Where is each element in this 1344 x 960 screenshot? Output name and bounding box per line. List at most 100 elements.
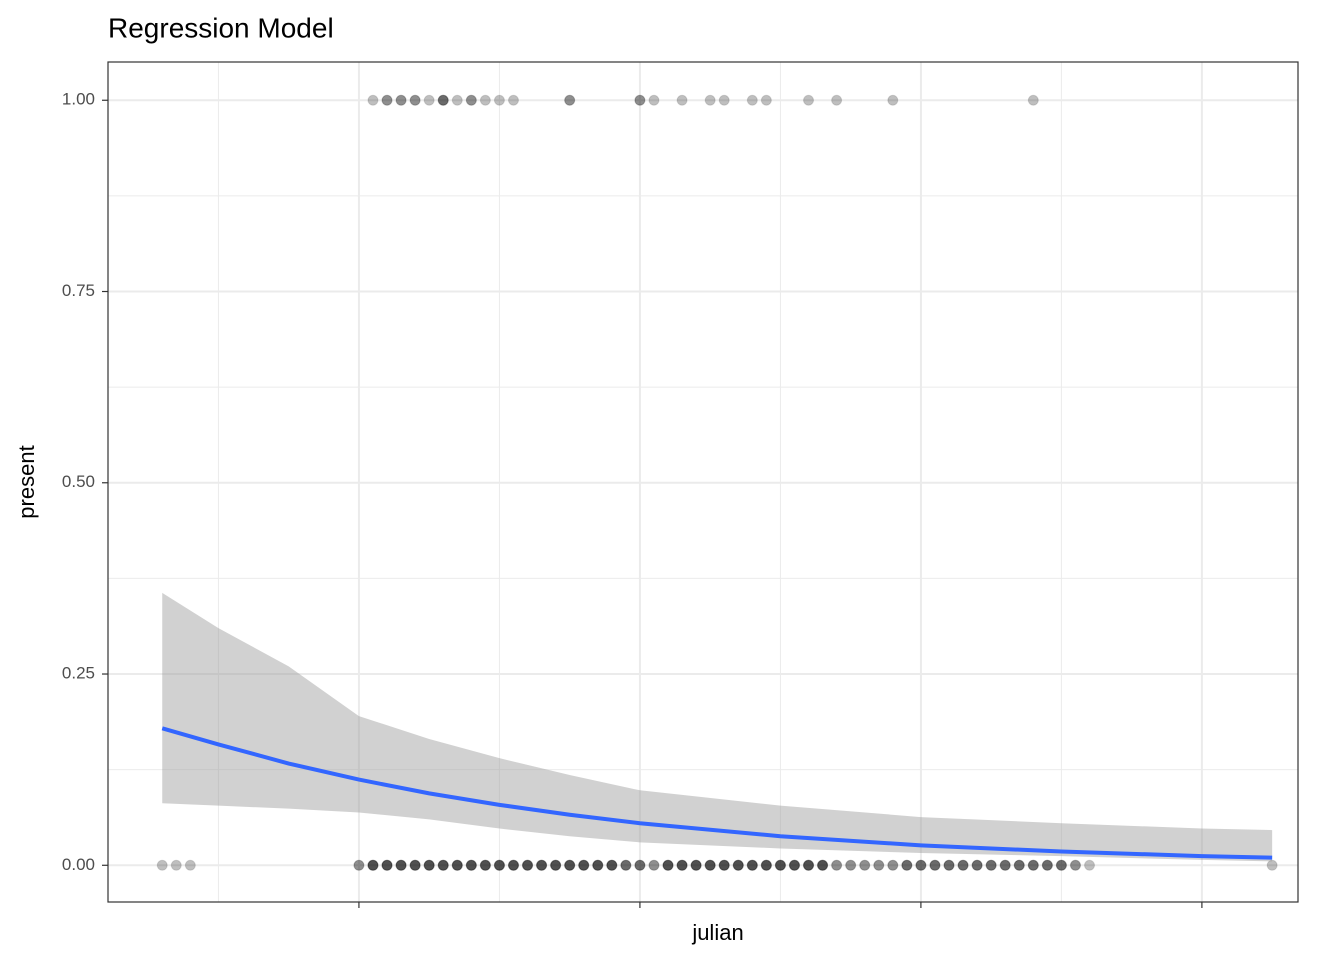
point xyxy=(465,94,477,106)
point xyxy=(1013,859,1025,871)
point xyxy=(845,859,857,871)
point xyxy=(803,859,815,871)
point xyxy=(929,859,941,871)
point xyxy=(479,859,491,871)
point xyxy=(381,859,393,871)
point xyxy=(957,859,969,871)
point xyxy=(732,859,744,871)
point xyxy=(409,859,421,871)
point xyxy=(451,859,463,871)
point xyxy=(592,859,604,871)
point xyxy=(732,859,744,871)
point xyxy=(690,859,702,871)
point xyxy=(817,859,829,871)
point xyxy=(1055,859,1067,871)
point xyxy=(887,94,899,106)
point xyxy=(1013,859,1025,871)
point xyxy=(803,859,815,871)
point xyxy=(690,859,702,871)
point xyxy=(465,859,477,871)
point xyxy=(774,859,786,871)
point xyxy=(929,859,941,871)
point xyxy=(1041,859,1053,871)
point xyxy=(676,859,688,871)
point xyxy=(409,94,421,106)
point xyxy=(901,859,913,871)
point xyxy=(817,859,829,871)
point xyxy=(746,94,758,106)
point xyxy=(943,859,955,871)
point xyxy=(1041,859,1053,871)
point xyxy=(1013,859,1025,871)
point xyxy=(704,859,716,871)
point xyxy=(676,859,688,871)
point xyxy=(690,859,702,871)
point xyxy=(423,859,435,871)
point xyxy=(395,94,407,106)
point xyxy=(732,859,744,871)
point xyxy=(887,859,899,871)
point xyxy=(395,859,407,871)
y-tick-label: 1.00 xyxy=(62,90,95,109)
point xyxy=(746,859,758,871)
point xyxy=(788,859,800,871)
point xyxy=(493,94,505,106)
point xyxy=(957,859,969,871)
point xyxy=(915,859,927,871)
point xyxy=(493,859,505,871)
point xyxy=(606,859,618,871)
panel-border xyxy=(107,61,1299,903)
point xyxy=(634,94,646,106)
point xyxy=(606,859,618,871)
point xyxy=(437,94,449,106)
point xyxy=(620,859,632,871)
point xyxy=(578,859,590,871)
point xyxy=(760,94,772,106)
point xyxy=(774,859,786,871)
point xyxy=(774,859,786,871)
point xyxy=(395,94,407,106)
point xyxy=(409,94,421,106)
point xyxy=(859,859,871,871)
point xyxy=(479,859,491,871)
y-tick-label: 0.50 xyxy=(62,472,95,491)
point xyxy=(493,859,505,871)
point xyxy=(507,859,519,871)
point xyxy=(550,859,562,871)
point xyxy=(184,859,196,871)
point xyxy=(451,859,463,871)
point xyxy=(592,859,604,871)
point xyxy=(943,859,955,871)
point xyxy=(803,94,815,106)
point xyxy=(156,859,168,871)
point xyxy=(1069,859,1081,871)
point xyxy=(971,859,983,871)
point xyxy=(831,859,843,871)
point xyxy=(507,859,519,871)
point xyxy=(507,94,519,106)
point xyxy=(845,859,857,871)
fit-line xyxy=(161,726,1273,860)
point xyxy=(1027,859,1039,871)
point xyxy=(564,859,576,871)
point xyxy=(760,859,772,871)
point xyxy=(915,859,927,871)
point xyxy=(732,859,744,871)
point xyxy=(606,859,618,871)
point xyxy=(437,859,449,871)
point xyxy=(465,94,477,106)
chart-title: Regression Model xyxy=(108,12,334,43)
point xyxy=(718,94,730,106)
y-axis-label: present xyxy=(14,445,39,518)
point xyxy=(831,859,843,871)
point xyxy=(465,859,477,871)
point xyxy=(704,859,716,871)
point xyxy=(381,859,393,871)
point xyxy=(522,859,534,871)
point xyxy=(550,859,562,871)
point xyxy=(353,859,365,871)
point xyxy=(367,94,379,106)
point xyxy=(634,859,646,871)
point xyxy=(479,859,491,871)
